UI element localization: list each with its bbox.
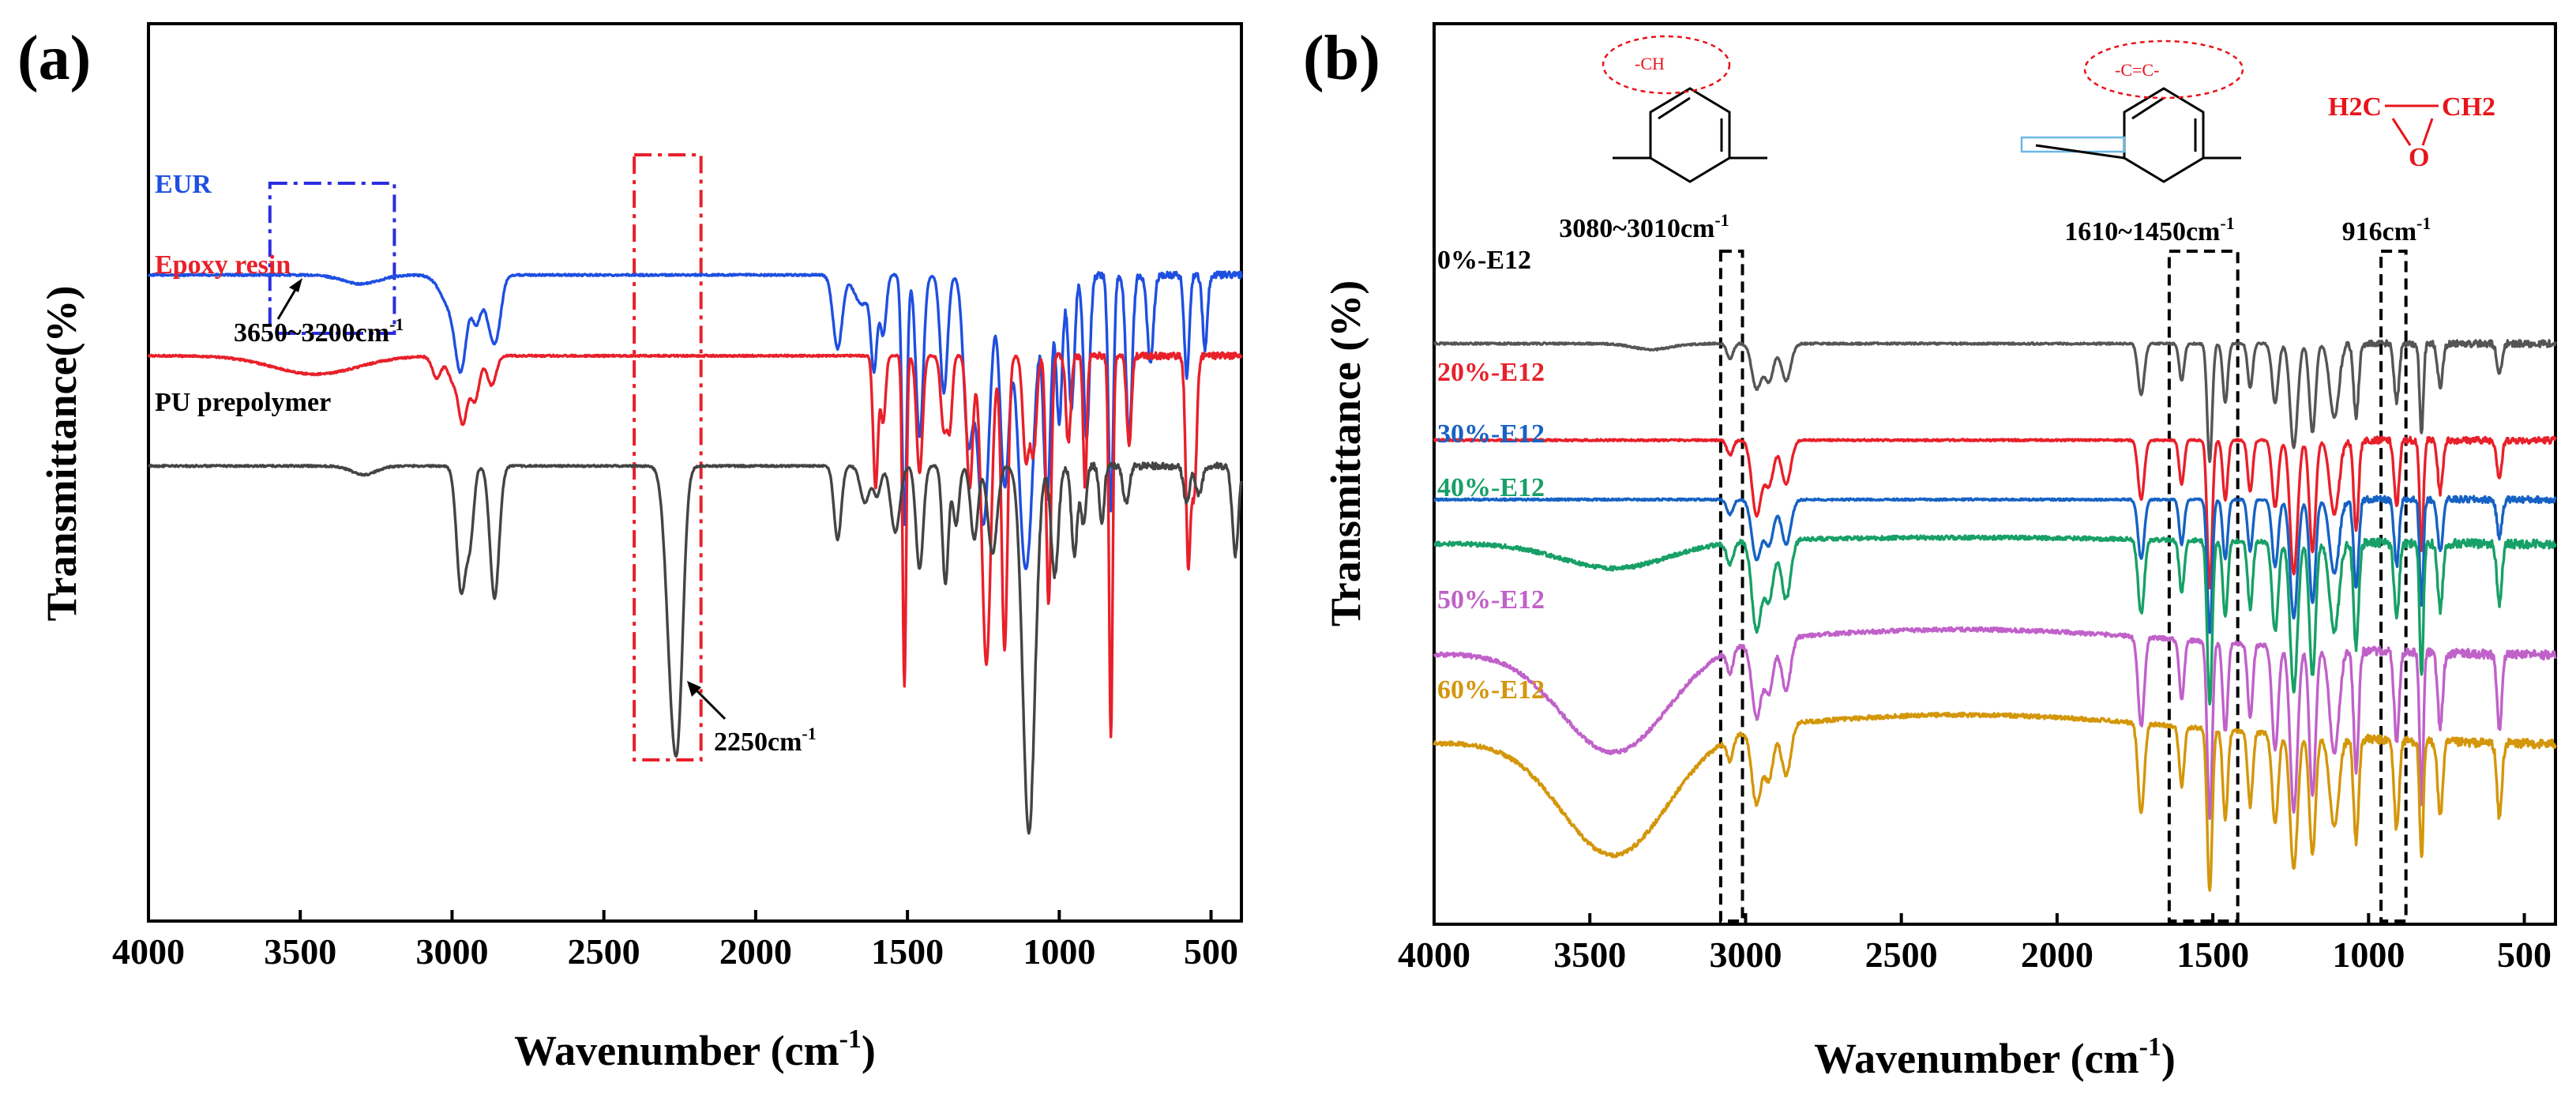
- structure-label-cc: -C=C-: [2115, 60, 2159, 80]
- x-ticks-b: 4000 3500 3000 2500 2000 1500 1000 500: [1398, 913, 2552, 975]
- series-label-40-e12: 40%-E12: [1437, 473, 1545, 502]
- x-tick-label-1000: 1000: [1023, 931, 1095, 972]
- y-axis-title-a: Transmittance(%): [38, 286, 85, 622]
- series-label-50-e12: 50%-E12: [1437, 585, 1545, 615]
- panel-b: (b) Transmittance (%) -CH -C=C- H2C CH2 …: [1303, 22, 2557, 1082]
- series-line-eur: [147, 270, 1243, 570]
- x-tick-label-2500: 2500: [568, 931, 640, 972]
- ellipse-ch: [1602, 35, 1731, 95]
- series-line-pu-prepolymer: [147, 461, 1243, 835]
- epoxide-ch2: CH2: [2442, 92, 2495, 122]
- ellipse-cc: [2083, 39, 2244, 100]
- x-axis-title-a: Wavenumber (cm-1): [514, 1025, 876, 1074]
- annotation-box-1610-1450: [2167, 250, 2240, 923]
- annotation-text-916: 916cm-1: [2342, 213, 2431, 246]
- annotation-text-3650-3200: 3650~3200cm-1: [234, 314, 404, 348]
- panel-label-b: (b): [1303, 24, 1380, 93]
- plot-frame-a: [147, 22, 1243, 923]
- bond-cc: [2035, 144, 2125, 160]
- series-line-20-e12: [1433, 435, 2557, 590]
- series-label-20-e12: 20%-E12: [1437, 358, 1545, 387]
- series-group-a: [147, 270, 1243, 835]
- annotation-box-3080-3010: [1718, 250, 1744, 923]
- annotation-arrowhead-2250: [687, 681, 701, 697]
- series-line-30-e12: [1433, 494, 2557, 634]
- x-tick-label-1500: 1500: [871, 931, 944, 972]
- series-label-epoxy-resin: Epoxy resin: [155, 250, 291, 280]
- epoxide-structure: H2C CH2 O: [2328, 92, 2495, 172]
- series-label-60-e12: 60%-E12: [1437, 675, 1545, 705]
- annotation-arrowhead-3650-3200: [289, 278, 302, 292]
- series-label-pu-prepolymer: PU prepolymer: [155, 388, 331, 417]
- series-label-0-e12: 0%-E12: [1437, 246, 1531, 275]
- structure-label-ch: -CH: [1635, 54, 1665, 73]
- panel-label-a: (a): [17, 24, 91, 93]
- x-tick-label-3000: 3000: [415, 931, 488, 972]
- panel-a: (a) Transmittance(%) EUR Epoxy resin PU …: [17, 22, 1243, 1074]
- epoxide-o: O: [2409, 143, 2429, 172]
- x-tick-label-500: 500: [2497, 934, 2552, 975]
- annotation-box-2250: [633, 153, 703, 761]
- x-axis-title-b: Wavenumber (cm-1): [1814, 1032, 2176, 1082]
- x-tick-label-2000: 2000: [719, 931, 792, 972]
- x-tick-label-3000: 3000: [1709, 934, 1782, 975]
- y-axis-title-b: Transmittance (%): [1322, 280, 1369, 626]
- benzene-structure-cc: [2123, 87, 2241, 183]
- x-ticks-a: 4000 3500 3000 2500 2000 1500 1000 500: [112, 910, 1238, 972]
- epoxide-h2c: H2C: [2328, 92, 2382, 122]
- series-label-30-e12: 30%-E12: [1437, 419, 1545, 449]
- annotation-text-1610-1450: 1610~1450cm-1: [2064, 213, 2234, 246]
- series-line-60-e12: [1433, 711, 2557, 892]
- x-tick-label-4000: 4000: [112, 931, 185, 972]
- x-tick-label-3500: 3500: [1553, 934, 1626, 975]
- x-tick-label-500: 500: [1184, 931, 1238, 972]
- x-tick-label-4000: 4000: [1398, 934, 1470, 975]
- plot-frame-b: [1433, 22, 2557, 926]
- series-label-eur: EUR: [155, 170, 212, 199]
- annotation-text-2250: 2250cm-1: [714, 724, 817, 757]
- x-tick-label-2500: 2500: [1865, 934, 1938, 975]
- series-line-50-e12: [1433, 626, 2557, 820]
- annotation-text-3080-3010: 3080~3010cm-1: [1559, 210, 1729, 243]
- series-line-40-e12: [1433, 534, 2557, 706]
- x-tick-label-1500: 1500: [2176, 934, 2249, 975]
- x-tick-label-1000: 1000: [2332, 934, 2405, 975]
- benzene-structure-ch: [1613, 87, 1767, 183]
- annotation-arrow-2250: [692, 686, 727, 720]
- x-tick-label-2000: 2000: [2021, 934, 2093, 975]
- series-group-b: [1433, 339, 2557, 892]
- x-tick-label-3500: 3500: [264, 931, 336, 972]
- series-line-epoxy-resin: [147, 351, 1243, 739]
- series-line-0-e12: [1433, 339, 2557, 464]
